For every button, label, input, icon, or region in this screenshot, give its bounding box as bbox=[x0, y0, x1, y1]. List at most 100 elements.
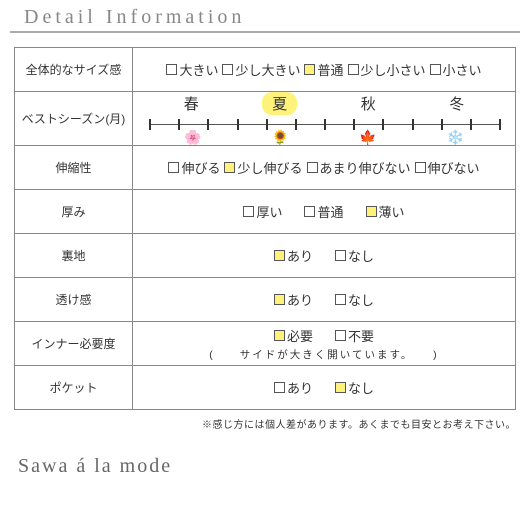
season-label: 秋 bbox=[351, 92, 386, 115]
option-label: なし bbox=[348, 290, 374, 309]
season-icons: 🌸🌻🍁❄️ bbox=[149, 129, 499, 146]
value-lining: あり なし bbox=[133, 234, 516, 278]
checkbox-icon bbox=[243, 206, 254, 217]
detail-table: 全体的なサイズ感 大きい少し大きい普通少し小さい小さい ベストシーズン(月) 春… bbox=[14, 47, 516, 410]
option: あり bbox=[274, 378, 313, 397]
value-stretch: 伸びる少し伸びるあまり伸びない伸びない bbox=[133, 146, 516, 190]
option: 少し小さい bbox=[348, 60, 426, 79]
option: 必要 bbox=[274, 326, 313, 345]
checkbox-icon bbox=[335, 382, 346, 393]
tick bbox=[324, 119, 326, 130]
row-season: ベストシーズン(月) 春夏秋冬 🌸🌻🍁❄️ bbox=[15, 92, 516, 146]
seasons-row: 春夏秋冬 bbox=[133, 92, 515, 115]
tick bbox=[237, 119, 239, 130]
option: 少し大きい bbox=[222, 60, 300, 79]
tick bbox=[470, 119, 472, 130]
checkbox-icon bbox=[335, 294, 346, 305]
season-label: 冬 bbox=[439, 92, 474, 115]
option: 普通 bbox=[304, 60, 343, 79]
option-label: 必要 bbox=[287, 326, 313, 345]
option: あり bbox=[274, 290, 313, 309]
label-sheer: 透け感 bbox=[15, 278, 133, 322]
option-label: 小さい bbox=[443, 60, 482, 79]
row-thickness: 厚み 厚い普通薄い bbox=[15, 190, 516, 234]
season-icon: 🍁 bbox=[359, 129, 376, 146]
option: なし bbox=[335, 290, 374, 309]
checkbox-icon bbox=[335, 250, 346, 261]
option-label: なし bbox=[348, 378, 374, 397]
value-thickness: 厚い 普通 薄い bbox=[133, 190, 516, 234]
row-sheer: 透け感 あり なし bbox=[15, 278, 516, 322]
checkbox-icon bbox=[224, 162, 235, 173]
tick bbox=[178, 119, 180, 130]
row-pocket: ポケット あり なし bbox=[15, 366, 516, 410]
tick bbox=[382, 119, 384, 130]
option: 伸びない bbox=[415, 158, 480, 177]
option: あまり伸びない bbox=[307, 158, 411, 177]
tick bbox=[499, 119, 501, 130]
option: あり bbox=[274, 246, 313, 265]
checkbox-icon bbox=[415, 162, 426, 173]
option-label: あり bbox=[287, 290, 313, 309]
checkbox-icon bbox=[430, 64, 441, 75]
checkbox-icon bbox=[166, 64, 177, 75]
checkbox-icon bbox=[274, 330, 285, 341]
disclaimer: ※感じ方には個人差があります。あくまでも目安とお考え下さい。 bbox=[0, 416, 516, 431]
option-label: 普通 bbox=[317, 60, 343, 79]
value-pocket: あり なし bbox=[133, 366, 516, 410]
option-label: 普通 bbox=[317, 202, 343, 221]
page-title: Detail Information bbox=[10, 0, 520, 33]
option: 小さい bbox=[430, 60, 482, 79]
option-label: 少し伸びる bbox=[237, 158, 302, 177]
option-label: なし bbox=[348, 246, 374, 265]
option-label: 薄い bbox=[379, 202, 405, 221]
option-label: 伸びない bbox=[428, 158, 480, 177]
option-label: 厚い bbox=[256, 202, 282, 221]
tick bbox=[207, 119, 209, 130]
tick bbox=[149, 119, 151, 130]
option-label: 伸びる bbox=[181, 158, 220, 177]
value-season: 春夏秋冬 🌸🌻🍁❄️ bbox=[133, 92, 516, 146]
option-label: あり bbox=[287, 246, 313, 265]
tick bbox=[353, 119, 355, 130]
brand-footer: Sawa á la mode bbox=[18, 455, 530, 478]
season-icon: 🌻 bbox=[272, 129, 289, 146]
season-label: 夏 bbox=[262, 92, 297, 115]
option: 厚い bbox=[243, 202, 282, 221]
label-stretch: 伸縮性 bbox=[15, 146, 133, 190]
row-size: 全体的なサイズ感 大きい少し大きい普通少し小さい小さい bbox=[15, 48, 516, 92]
option-label: 少し大きい bbox=[235, 60, 300, 79]
checkbox-icon bbox=[304, 206, 315, 217]
inner-note: ( サイドが大きく開いています。 ) bbox=[133, 347, 515, 362]
label-lining: 裏地 bbox=[15, 234, 133, 278]
label-season: ベストシーズン(月) bbox=[15, 92, 133, 146]
checkbox-icon bbox=[274, 382, 285, 393]
option: 少し伸びる bbox=[224, 158, 302, 177]
tick bbox=[295, 119, 297, 130]
option: 大きい bbox=[166, 60, 218, 79]
option: なし bbox=[335, 246, 374, 265]
option-label: あまり伸びない bbox=[320, 158, 411, 177]
label-size: 全体的なサイズ感 bbox=[15, 48, 133, 92]
option: 不要 bbox=[335, 326, 374, 345]
season-timeline: 🌸🌻🍁❄️ bbox=[149, 119, 499, 145]
checkbox-icon bbox=[304, 64, 315, 75]
value-size: 大きい少し大きい普通少し小さい小さい bbox=[133, 48, 516, 92]
option: 伸びる bbox=[168, 158, 220, 177]
option: 普通 bbox=[304, 202, 343, 221]
value-sheer: あり なし bbox=[133, 278, 516, 322]
checkbox-icon bbox=[168, 162, 179, 173]
checkbox-icon bbox=[222, 64, 233, 75]
season-label: 春 bbox=[174, 92, 209, 115]
option: 薄い bbox=[366, 202, 405, 221]
label-inner: インナー必要度 bbox=[15, 322, 133, 366]
tick bbox=[412, 119, 414, 130]
option-label: 少し小さい bbox=[361, 60, 426, 79]
row-stretch: 伸縮性 伸びる少し伸びるあまり伸びない伸びない bbox=[15, 146, 516, 190]
label-pocket: ポケット bbox=[15, 366, 133, 410]
option-label: 不要 bbox=[348, 326, 374, 345]
option-label: 大きい bbox=[179, 60, 218, 79]
checkbox-icon bbox=[274, 294, 285, 305]
checkbox-icon bbox=[335, 330, 346, 341]
checkbox-icon bbox=[307, 162, 318, 173]
